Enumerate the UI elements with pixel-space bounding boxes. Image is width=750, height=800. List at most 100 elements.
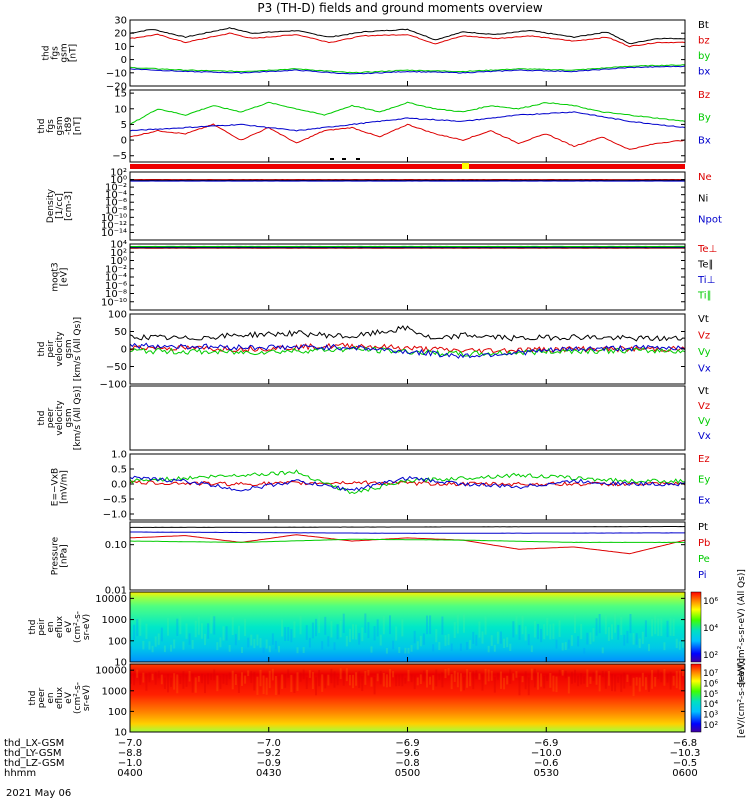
spectrogram-texture bbox=[207, 673, 210, 685]
spectrogram-texture bbox=[194, 620, 197, 638]
spectrogram-texture bbox=[299, 615, 302, 635]
spectrogram-texture bbox=[472, 631, 475, 644]
spectrogram-texture bbox=[262, 647, 265, 654]
spectrogram-texture bbox=[160, 674, 163, 685]
y-tick-label: 10⁻⁴ bbox=[105, 273, 127, 284]
spectrogram-texture bbox=[648, 674, 650, 692]
spectrogram-texture bbox=[133, 624, 136, 640]
spectrogram-texture bbox=[318, 613, 321, 633]
spectrogram-texture bbox=[493, 677, 496, 693]
spectrogram-texture bbox=[666, 674, 669, 683]
spectrogram-texture bbox=[586, 632, 589, 645]
legend-Vy: Vy bbox=[698, 347, 711, 358]
spectrogram-texture bbox=[250, 671, 253, 683]
y-tick-label: 10⁻² bbox=[105, 183, 127, 194]
spectrogram-texture bbox=[620, 674, 623, 693]
spectrogram-texture bbox=[638, 677, 641, 692]
spectrogram-texture bbox=[157, 633, 160, 645]
legend-Vx: Vx bbox=[698, 431, 711, 442]
spectrogram-texture bbox=[635, 633, 638, 645]
series-Bt bbox=[129, 27, 686, 45]
spectrogram-texture bbox=[167, 618, 169, 636]
spectrogram-texture bbox=[170, 677, 173, 687]
legend-Pb: Pb bbox=[698, 538, 710, 549]
spectrogram-texture bbox=[389, 615, 391, 635]
y-tick-label: 10⁻⁴ bbox=[105, 190, 127, 201]
y-axis-label: en bbox=[46, 692, 56, 703]
spectrogram-texture bbox=[237, 625, 240, 641]
spectrogram-texture bbox=[546, 674, 549, 681]
spectrogram-texture bbox=[407, 669, 410, 682]
spectrogram-texture bbox=[644, 677, 647, 690]
y-tick-label: 10000 bbox=[95, 594, 127, 605]
spectrogram-texture bbox=[444, 669, 447, 679]
spectrogram-texture bbox=[607, 671, 610, 686]
x-axis-value: 0400 bbox=[117, 768, 142, 779]
spectrogram-texture bbox=[222, 673, 225, 684]
legend-Vt: Vt bbox=[698, 386, 709, 397]
spectrogram-texture bbox=[447, 633, 450, 646]
spectrogram-texture bbox=[361, 676, 364, 692]
spectrogram-texture bbox=[284, 674, 287, 688]
spectrogram-texture bbox=[293, 674, 296, 694]
spectrogram-texture bbox=[352, 674, 354, 689]
spectrogram-texture bbox=[157, 670, 160, 679]
spectrogram-texture bbox=[657, 669, 660, 680]
x-axis-value: −10.0 bbox=[531, 748, 562, 759]
y-axis-label: (cm²-s- bbox=[73, 611, 83, 643]
spectrogram-texture bbox=[182, 641, 185, 650]
y-axis-label: eV bbox=[64, 691, 74, 704]
spectrogram-texture bbox=[191, 640, 194, 649]
spectrogram-texture bbox=[524, 626, 527, 641]
x-axis-value: −7.0 bbox=[257, 738, 281, 749]
colorbar-tick-label: 10² bbox=[703, 651, 718, 661]
spectrogram-texture bbox=[376, 673, 379, 682]
panel-frame bbox=[129, 243, 686, 311]
series-by bbox=[129, 64, 685, 74]
spectrogram-texture bbox=[422, 670, 425, 682]
legend-Pe: Pe bbox=[698, 554, 710, 565]
spectrogram-texture bbox=[364, 613, 367, 633]
y-axis-label: velocity bbox=[55, 331, 65, 367]
spectrogram-texture bbox=[345, 635, 348, 647]
legend-Vz: Vz bbox=[698, 331, 710, 342]
spectrogram-texture bbox=[450, 643, 453, 651]
y-tick-label: 10⁰ bbox=[110, 175, 127, 186]
spectrogram-texture bbox=[435, 629, 438, 643]
y-tick-label: 10⁻¹⁰ bbox=[101, 213, 127, 224]
spectrogram-texture bbox=[361, 627, 364, 642]
x-axis-value: −9.6 bbox=[395, 748, 419, 759]
x-axis-row-label: thd_LY-GSM bbox=[4, 748, 61, 759]
spectrogram-texture bbox=[469, 640, 472, 649]
y-tick-label: 100 bbox=[108, 310, 127, 321]
spectrogram-texture bbox=[302, 647, 305, 654]
spectrogram-texture bbox=[577, 636, 580, 647]
spectrogram-texture bbox=[271, 633, 274, 645]
spectrogram-texture bbox=[268, 645, 271, 653]
y-axis-label: thd bbox=[42, 46, 52, 61]
spectrogram-texture bbox=[364, 671, 367, 685]
y-tick-label: 10 bbox=[114, 728, 127, 739]
legend-Ex: Ex bbox=[698, 495, 710, 506]
spectrogram-texture bbox=[379, 670, 382, 685]
panel-frame bbox=[129, 453, 686, 521]
spectrogram-texture bbox=[577, 675, 580, 687]
spectrogram-texture bbox=[352, 624, 354, 640]
spectrogram-texture bbox=[259, 638, 262, 648]
spectrogram-texture bbox=[228, 644, 231, 652]
y-axis-label: Pressure bbox=[51, 536, 61, 575]
y-tick-label: 10⁻¹⁴ bbox=[101, 228, 127, 239]
spectrogram-texture bbox=[130, 669, 132, 684]
colorbar-tick-label: 10² bbox=[703, 721, 718, 731]
spectrogram-texture bbox=[426, 669, 428, 688]
spectrogram-texture bbox=[339, 668, 342, 680]
spectrogram-texture bbox=[657, 618, 660, 636]
x-axis-value: −0.6 bbox=[534, 758, 558, 769]
spectrogram-texture bbox=[395, 674, 398, 687]
x-axis-value: −6.9 bbox=[534, 738, 558, 749]
spectrogram-texture bbox=[466, 641, 469, 650]
spectrogram-texture bbox=[654, 615, 657, 635]
spectrogram-texture bbox=[274, 675, 277, 695]
spectrogram-texture bbox=[204, 674, 206, 694]
